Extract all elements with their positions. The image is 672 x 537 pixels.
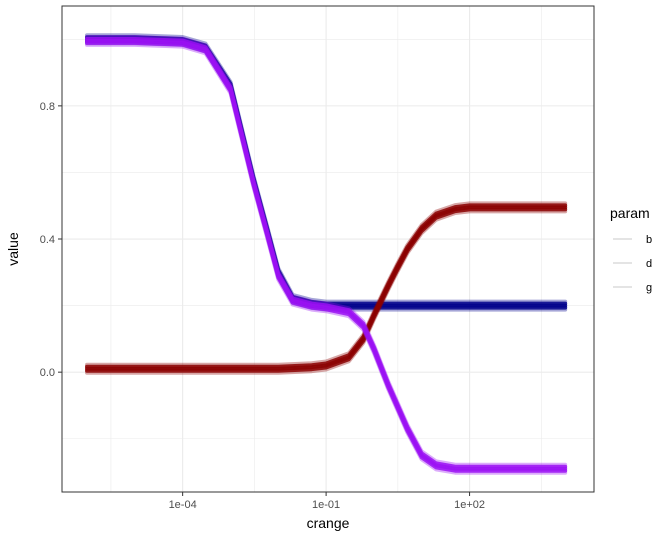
legend-label: b [646,234,652,246]
series-line-d [85,203,568,369]
x-tick-label: 1e-04 [169,499,197,511]
axes-layer: 1e-04 1e-01 1e+02 0.0 0.4 0.8 [40,101,485,511]
series-line-g [85,37,568,469]
y-tick-label: 0.4 [40,234,55,246]
x-tick-label: 1e-01 [312,499,340,511]
series-layer [85,33,568,475]
legend: param bdg [610,205,652,294]
legend-label: d [646,258,652,270]
series-line-g [85,35,568,467]
series-line-d [85,201,568,367]
x-axis-title: crange [307,515,350,531]
y-tick-label: 0.8 [40,101,55,113]
legend-label: g [646,282,652,294]
plot-panel-border [61,5,595,493]
plot-panel [62,6,594,492]
legend-title: param [610,205,650,221]
y-tick-label: 0.0 [40,367,55,379]
series-d [85,201,568,375]
x-tick-label: 1e+02 [454,499,485,511]
y-axis-title: value [5,232,21,266]
series-g [85,35,568,475]
series-line-b [85,33,568,304]
